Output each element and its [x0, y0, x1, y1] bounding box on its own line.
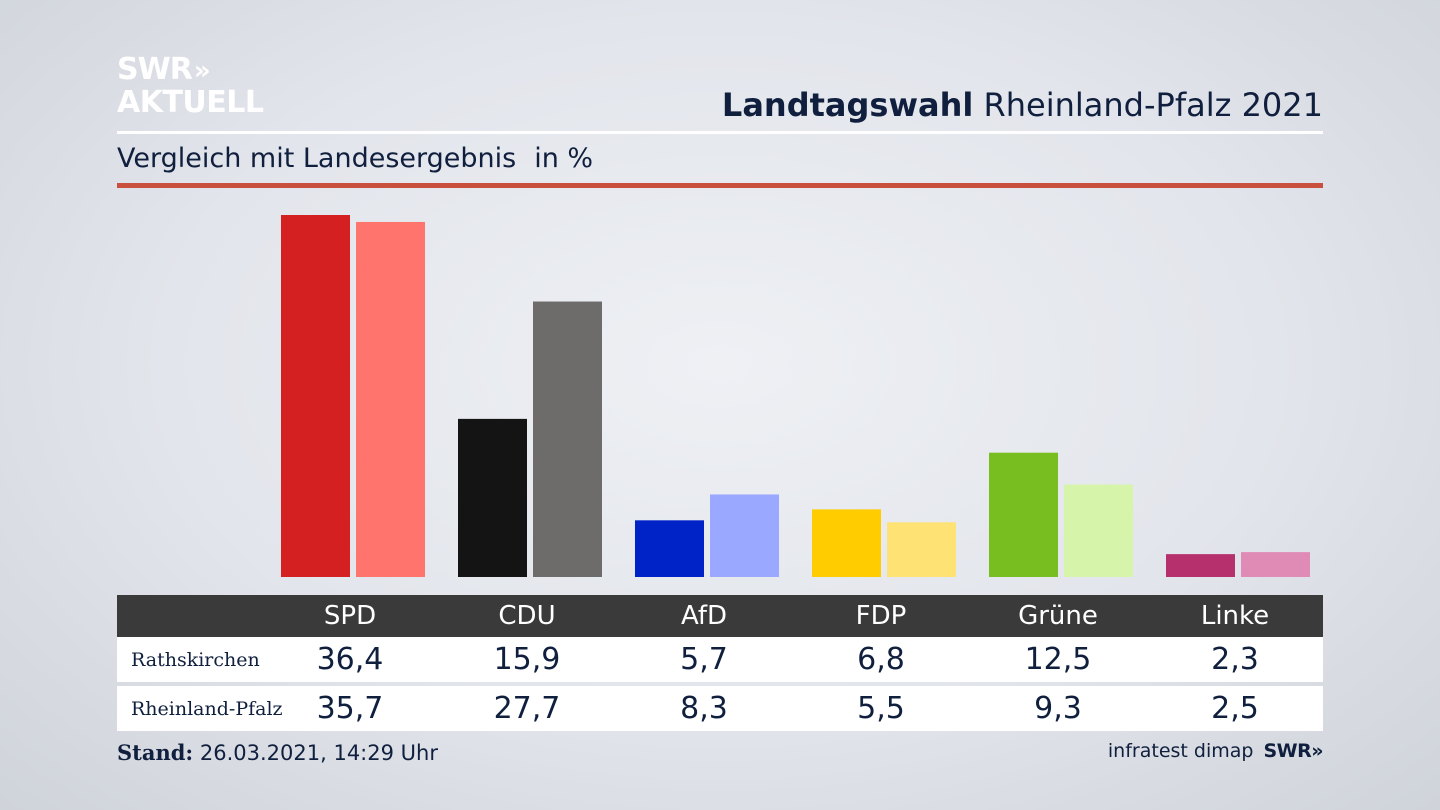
- bar-gruene-rheinland-pfalz: [1064, 484, 1133, 577]
- timestamp: Stand: 26.03.2021, 14:29 Uhr: [117, 740, 438, 765]
- bar-gruene-rathskirchen: [989, 452, 1058, 577]
- bar-fdp-rheinland-pfalz: [887, 522, 956, 577]
- subtitle-text: Vergleich mit Landesergebnis: [117, 143, 517, 174]
- logo-aktuell-text: AKTUELL: [117, 85, 264, 120]
- table-row-rheinland-pfalz: Rheinland-Pfalz 35,7 27,7 8,3 5,5 9,3 2,5: [117, 686, 1323, 731]
- table-cell: 9,3: [1034, 691, 1082, 726]
- table-cell: 27,7: [493, 691, 561, 726]
- table-cell: 15,9: [493, 642, 561, 677]
- table-cell: 5,7: [680, 642, 728, 677]
- table-cell: 5,5: [857, 691, 905, 726]
- table-cell: 6,8: [857, 642, 905, 677]
- bar-afd-rheinland-pfalz: [710, 494, 779, 577]
- page-title: Landtagswahl Rheinland-Pfalz 2021: [722, 86, 1323, 124]
- accent-divider: [117, 183, 1323, 188]
- table-cell: 8,3: [680, 691, 728, 726]
- column-header: Grüne: [1018, 601, 1098, 631]
- column-header: SPD: [323, 601, 377, 631]
- title-bold: Landtagswahl: [721, 86, 974, 124]
- source-credit: infratest dimap SWR»: [1107, 740, 1324, 762]
- stand-label: Stand:: [117, 740, 194, 765]
- table-row-rathskirchen: Rathskirchen 36,4 15,9 5,7 6,8 12,5 2,3: [117, 637, 1323, 682]
- swr-brand-logo: SWR»: [1263, 740, 1323, 762]
- column-header: FDP: [855, 601, 907, 631]
- column-header: AfD: [680, 601, 728, 631]
- table-cell: 35,7: [316, 691, 384, 726]
- table-header-row: SPD CDU AfD FDP Grüne Linke: [117, 595, 1323, 637]
- column-header: CDU: [498, 601, 556, 631]
- row-label: Rathskirchen: [131, 649, 260, 671]
- bar-linke-rathskirchen: [1166, 554, 1235, 577]
- logo-swr-text: SWR: [117, 52, 193, 87]
- column-header: Linke: [1200, 601, 1270, 631]
- bar-linke-rheinland-pfalz: [1241, 552, 1310, 577]
- table-cell: 2,3: [1211, 642, 1259, 677]
- table-cell: 2,5: [1211, 691, 1259, 726]
- bar-fdp-rathskirchen: [812, 509, 881, 577]
- header-divider: [117, 131, 1323, 134]
- subtitle-unit: in %: [534, 143, 594, 174]
- table-cell: 36,4: [316, 642, 384, 677]
- bar-spd-rathskirchen: [281, 215, 350, 577]
- bar-afd-rathskirchen: [635, 520, 704, 577]
- results-table: SPD CDU AfD FDP Grüne Linke Rathskirchen 36,4…: [117, 595, 1323, 731]
- source-text: infratest dimap: [1107, 740, 1254, 762]
- chart-subtitle: Vergleich mit Landesergebnis in %: [117, 143, 593, 174]
- bar-spd-rheinland-pfalz: [356, 221, 425, 577]
- bar-cdu-rheinland-pfalz: [533, 301, 602, 577]
- swr-aktuell-logo: SWR» AKTUELL: [117, 54, 264, 119]
- bar-cdu-rathskirchen: [458, 418, 527, 577]
- stand-value: 26.03.2021, 14:29 Uhr: [199, 741, 438, 765]
- title-rest: Rheinland-Pfalz 2021: [983, 86, 1323, 124]
- row-label: Rheinland-Pfalz: [131, 698, 283, 720]
- table-cell: 12,5: [1024, 642, 1092, 677]
